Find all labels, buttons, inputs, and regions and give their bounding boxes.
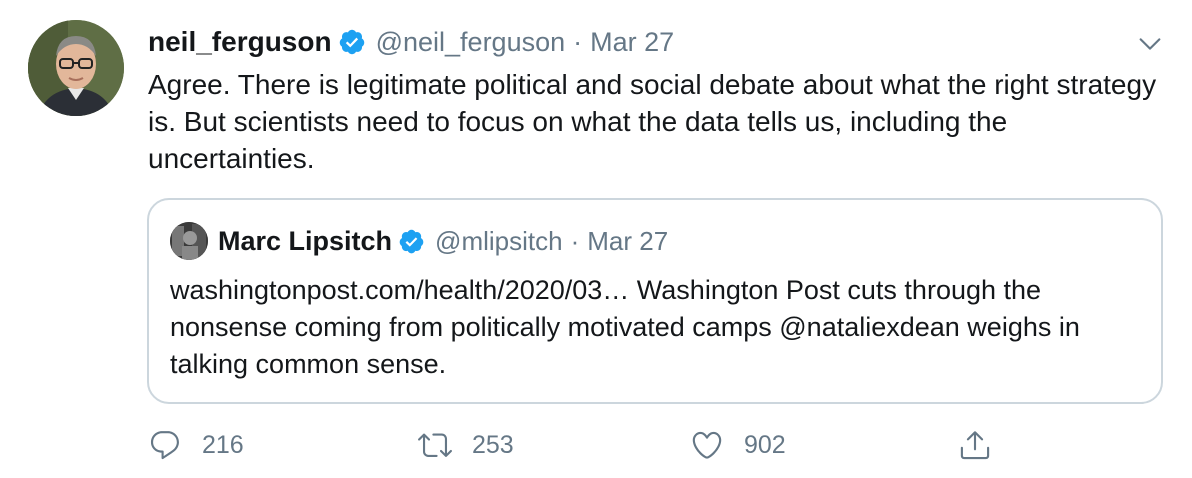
quoted-author-display-name: Marc Lipsitch xyxy=(218,225,393,256)
chevron-down-icon[interactable] xyxy=(1136,30,1164,58)
like-count: 902 xyxy=(744,430,786,459)
quoted-tweet[interactable]: Marc Lipsitch @mlipsitch · Mar 27 washin… xyxy=(147,198,1163,404)
author-avatar[interactable] xyxy=(28,20,124,116)
reply-count: 216 xyxy=(202,430,244,459)
heart-icon xyxy=(692,431,722,459)
author-display-name[interactable]: neil_ferguson xyxy=(148,26,332,57)
reply-icon xyxy=(150,431,179,460)
like-button[interactable]: 902 xyxy=(690,424,786,466)
verified-badge-icon xyxy=(339,29,364,55)
quoted-tweet-text: washingtonpost.com/health/2020/03… Washi… xyxy=(170,275,1080,379)
quoted-author-handle: @mlipsitch xyxy=(435,225,563,256)
verified-badge-icon xyxy=(399,229,424,253)
share-icon xyxy=(960,431,990,460)
share-button[interactable] xyxy=(958,424,992,466)
quoted-header-separator: · xyxy=(570,225,580,256)
header-separator: · xyxy=(573,26,583,57)
reply-button[interactable]: 216 xyxy=(148,424,244,466)
profile-photo-icon xyxy=(28,20,124,116)
author-handle[interactable]: @neil_ferguson xyxy=(375,26,566,57)
tweet-actions: 216 253 902 xyxy=(0,424,1192,466)
quoted-author-avatar xyxy=(170,222,208,260)
retweet-count: 253 xyxy=(472,430,514,459)
profile-photo-icon xyxy=(170,222,208,260)
quoted-tweet-date: Mar 27 xyxy=(587,225,669,256)
quoted-tweet-header: Marc Lipsitch @mlipsitch · Mar 27 xyxy=(170,222,668,260)
tweet-date[interactable]: Mar 27 xyxy=(590,26,675,57)
tweet-header: neil_ferguson @neil_ferguson · Mar 27 xyxy=(148,22,674,62)
retweet-button[interactable]: 253 xyxy=(418,424,514,466)
tweet-text: Agree. There is legitimate political and… xyxy=(148,69,1157,174)
retweet-icon xyxy=(418,433,452,457)
